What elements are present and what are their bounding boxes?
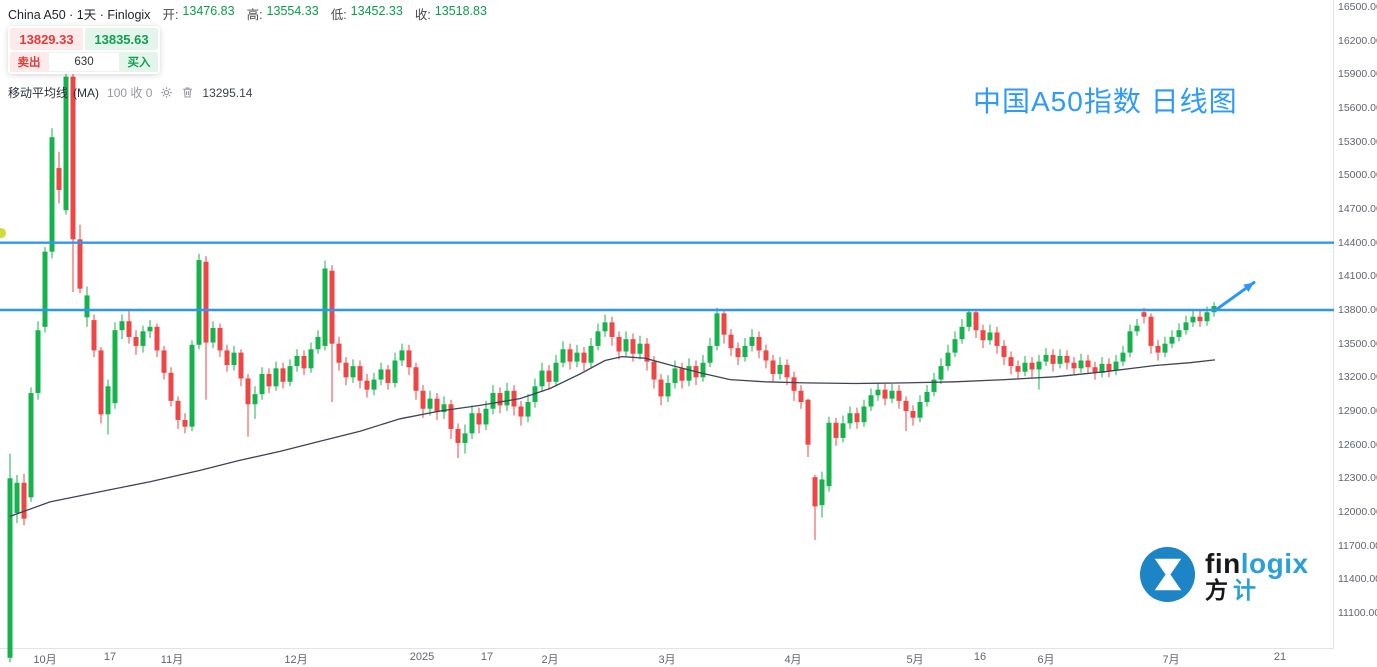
ma-line[interactable] — [9, 355, 1216, 518]
sell-button[interactable]: 卖出 — [10, 52, 48, 72]
candles-layer — [7, 68, 1217, 663]
time-axis-label: 10月 — [33, 654, 57, 666]
ma-params: 100 收 0 — [107, 86, 153, 100]
price-axis-label: 13800.00 — [1338, 304, 1377, 316]
logo-text-fin: fin — [1205, 548, 1241, 579]
price-axis-label: 14100.00 — [1338, 270, 1377, 283]
price-axis-label: 13200.00 — [1338, 371, 1377, 384]
chart-title: 中国A50指数 日线图 — [973, 86, 1238, 117]
time-axis-label: 21 — [1273, 651, 1287, 663]
price-axis-label: 12600.00 — [1338, 438, 1377, 451]
finlogix-logo-text: finlogix 方计 — [1205, 548, 1309, 603]
price-axis-label: 11400.00 — [1338, 573, 1377, 586]
price-axis-label: 16200.00 — [1338, 34, 1377, 47]
logo-text-logix: logix — [1240, 548, 1309, 579]
price-axis-label: 11700.00 — [1338, 539, 1377, 552]
delete-trash-icon[interactable] — [180, 86, 194, 100]
plot-borders — [0, 0, 1334, 649]
close-value: 13518.83 — [434, 4, 487, 18]
close-label: 收: — [414, 8, 431, 22]
candlestick-chart[interactable] — [0, 0, 1334, 667]
time-axis-label: 11月 — [160, 654, 184, 666]
price-axis-label: 15300.00 — [1338, 135, 1377, 148]
open-value: 13476.83 — [182, 4, 235, 18]
time-axis[interactable]: 10月 17 11月 12月 2025 17 2月 3月 4月 5月 16 6月 7月 21 — [0, 648, 1334, 667]
price-axis-label: 15900.00 — [1338, 68, 1377, 81]
time-axis-label: 16 — [973, 651, 987, 663]
finlogix-logo: finlogix 方计 — [1139, 546, 1309, 608]
sell-price-button[interactable]: 13829.33 — [10, 28, 83, 50]
time-axis-label: 12月 — [284, 654, 308, 666]
finlogix-logo-icon — [1139, 546, 1196, 608]
symbol-title[interactable]: China A50 · 1天 · Finlogix — [8, 8, 151, 22]
price-axis-label: 12300.00 — [1338, 472, 1377, 485]
ohlc-high: 高: 13554.33 — [247, 4, 319, 23]
quantity-input[interactable]: 630 — [48, 52, 120, 72]
price-axis-label: 15600.00 — [1338, 102, 1377, 115]
time-axis-label: 5月 — [906, 654, 924, 666]
time-axis-label: 2025 — [409, 651, 435, 663]
ohlc-open: 开: 13476.83 — [162, 4, 234, 23]
price-axis-label: 14700.00 — [1338, 203, 1377, 216]
price-axis-label: 12900.00 — [1338, 404, 1377, 417]
time-axis-label: 2月 — [541, 654, 559, 666]
time-axis-label: 3月 — [658, 654, 676, 666]
time-axis-label: 17 — [103, 651, 117, 663]
logo-cn-ji: 计 — [1233, 577, 1261, 603]
price-axis[interactable]: 16500.00 16200.00 15900.00 15600.00 15300.00… — [1334, 0, 1377, 648]
price-axis-label: 14400.00 — [1338, 236, 1377, 249]
line-anchor-marker[interactable] — [0, 228, 6, 239]
price-axis-label: 16500.00 — [1338, 1, 1377, 14]
time-axis-label: 6月 — [1037, 654, 1055, 666]
logo-cn-fang: 方 — [1205, 577, 1233, 603]
ma-label: 移动平均线 — [8, 86, 69, 100]
time-axis-label: 4月 — [784, 654, 802, 666]
high-value: 13554.33 — [266, 4, 319, 18]
settings-gear-icon[interactable] — [159, 86, 173, 100]
price-axis-label: 15000.00 — [1338, 169, 1377, 182]
ma-value: 13295.14 — [202, 85, 253, 100]
ma-abbr-label: (MA) — [73, 85, 100, 100]
buy-price-button[interactable]: 13835.63 — [85, 28, 158, 50]
high-label: 高: — [246, 8, 263, 22]
trade-widget: 13829.33 13835.63 卖出 630 买入 — [8, 26, 160, 74]
time-axis-label: 7月 — [1162, 654, 1180, 666]
open-label: 开: — [162, 8, 179, 22]
low-label: 低: — [330, 8, 347, 22]
ohlc-close: 收: 13518.83 — [415, 4, 487, 23]
time-axis-label: 17 — [480, 651, 494, 663]
trend-arrow[interactable] — [1216, 281, 1256, 310]
price-axis-label: 13500.00 — [1338, 337, 1377, 350]
symbol-info-bar: China A50 · 1天 · Finlogix 开: 13476.83 高: 1… — [8, 4, 487, 23]
low-value: 13452.33 — [350, 4, 403, 18]
ohlc-low: 低: 13452.33 — [331, 4, 403, 23]
price-axis-label: 11100.00 — [1338, 606, 1377, 619]
price-axis-label: 12000.00 — [1338, 505, 1377, 518]
buy-button[interactable]: 买入 — [120, 52, 158, 72]
horizontal-lines[interactable] — [0, 241, 1334, 312]
ma-indicator-legend: 移动平均线 (MA) 100 收 0 13295.14 — [8, 84, 252, 101]
